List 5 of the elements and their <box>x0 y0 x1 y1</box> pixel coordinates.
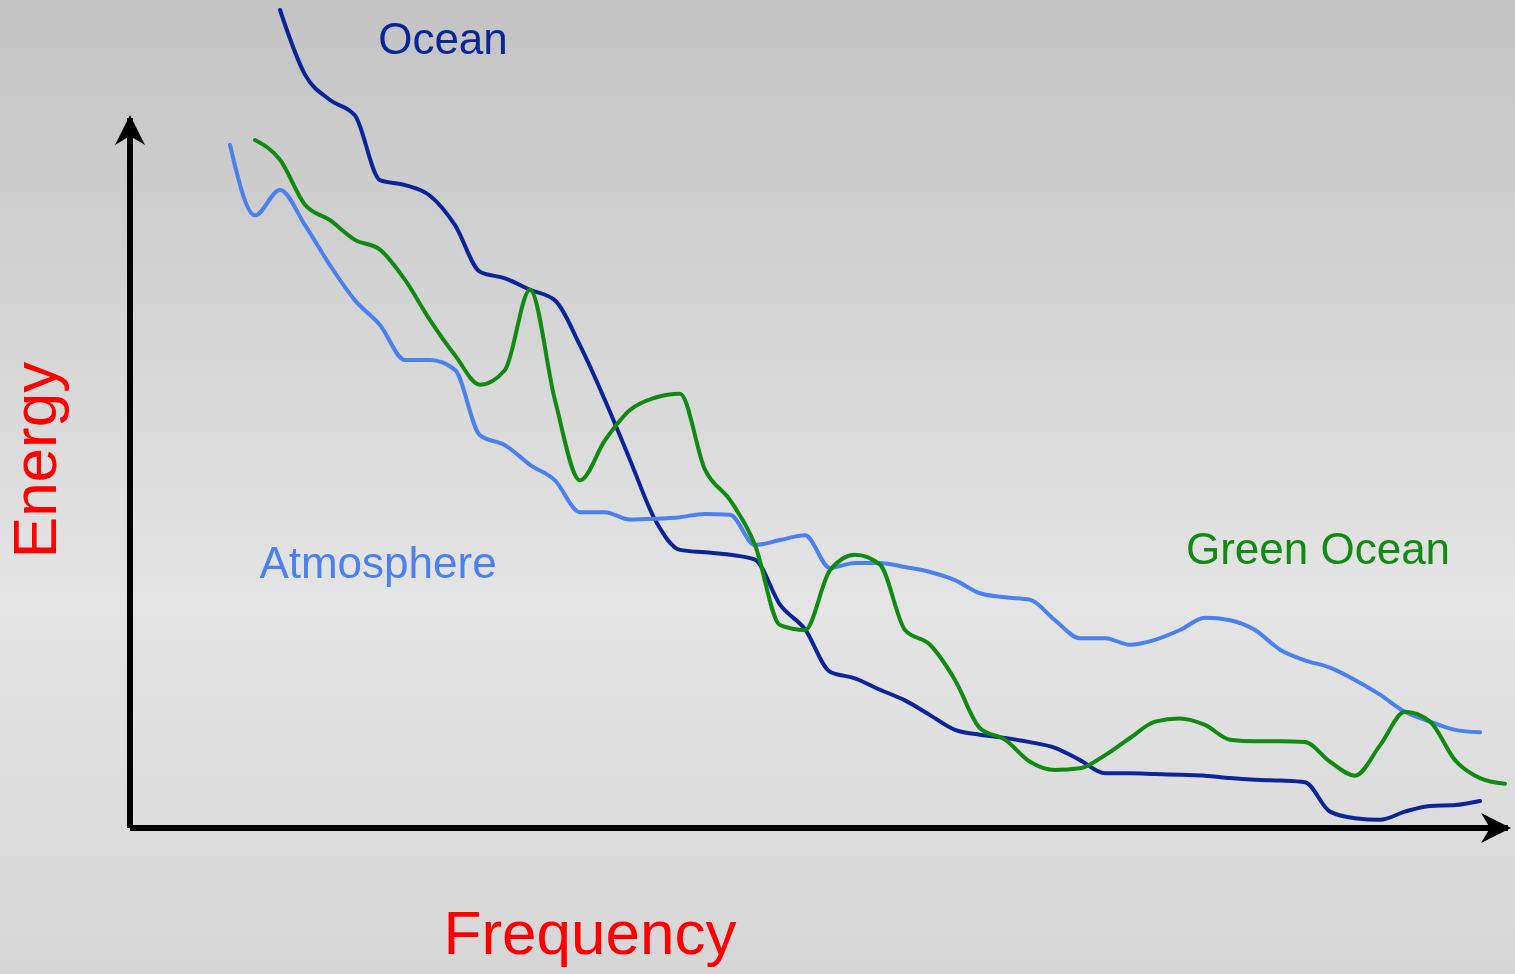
x-axis-title: Frequency <box>443 898 737 968</box>
text: Green Ocean <box>1185 523 1451 573</box>
series-label: Ocean <box>378 13 508 63</box>
series-label: Atmosphere <box>259 537 497 587</box>
y-axis-title: Energy <box>0 361 70 559</box>
